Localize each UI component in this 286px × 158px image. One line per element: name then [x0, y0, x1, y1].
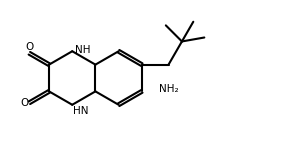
Text: O: O	[25, 42, 33, 52]
Text: HN: HN	[73, 106, 89, 116]
Text: NH: NH	[75, 45, 91, 55]
Text: NH₂: NH₂	[159, 84, 178, 94]
Text: O: O	[20, 98, 28, 108]
